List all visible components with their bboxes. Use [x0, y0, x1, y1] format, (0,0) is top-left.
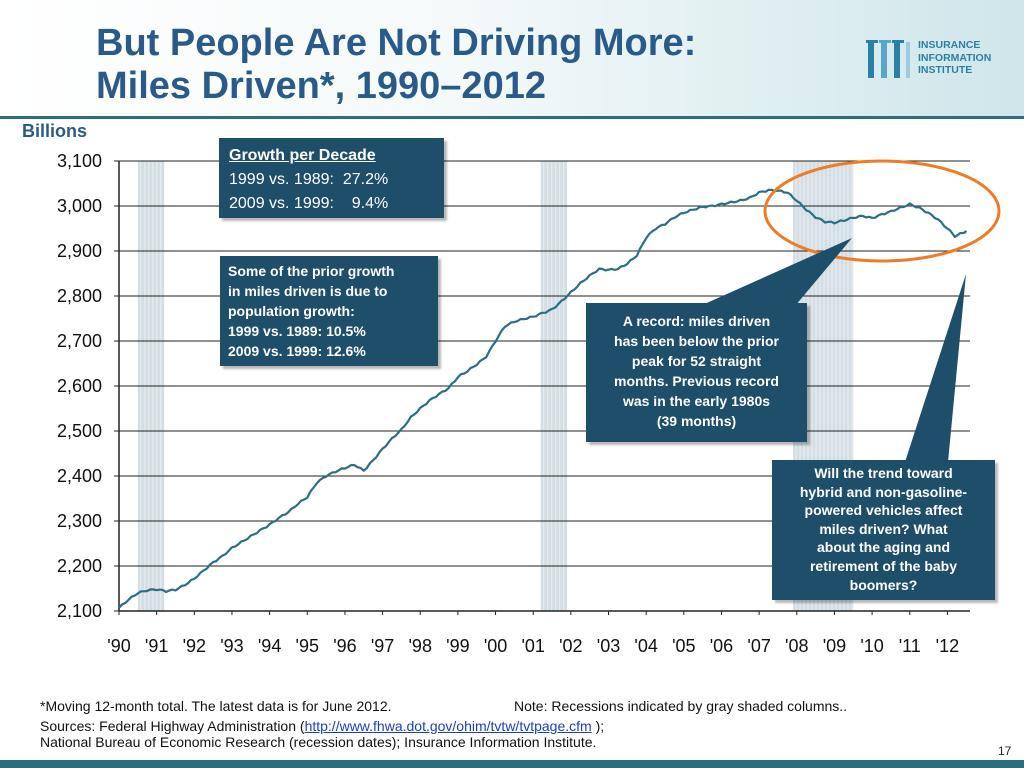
sources-footnote: Sources: Federal Highway Administration …: [40, 718, 604, 750]
growth-row-1989: 1999 vs. 1989: 27.2%: [229, 171, 389, 188]
x-tick-label: '05: [672, 636, 695, 656]
series-line: [118, 188, 968, 609]
title-line-2: Miles Driven*, 1990–2012: [96, 65, 546, 107]
x-tick-label: '92: [183, 636, 206, 656]
record-callout: A record: miles driven has been below th…: [586, 303, 807, 442]
record-callout-pointer: [700, 238, 852, 306]
header-divider: [0, 116, 1024, 119]
x-tick-label: '04: [634, 636, 657, 656]
x-tick-label: '91: [145, 636, 168, 656]
growth-per-decade-callout: Growth per Decade 1999 vs. 1989: 27.2% 2…: [219, 138, 444, 218]
callout-line: miles driven? What: [819, 520, 948, 537]
callout-line: powered vehicles affect: [804, 502, 963, 519]
footer-bar: [0, 760, 1024, 768]
logo-line-2: INFORMATION: [918, 51, 992, 64]
y-tick-label: 2,700: [57, 331, 102, 351]
growth-heading: Growth per Decade: [229, 147, 376, 164]
callout-line: has been below the prior: [614, 333, 779, 349]
highlight-ellipse: [763, 159, 1001, 263]
x-tick-label: '03: [597, 636, 620, 656]
callout-line: Some of the prior growth: [228, 263, 395, 279]
x-tick-label: '10: [860, 636, 883, 656]
callout-line: 2009 vs. 1999: 12.6%: [228, 343, 366, 359]
iii-logo-icon: [866, 40, 910, 78]
footnote-recessions: Note: Recessions indicated by gray shade…: [514, 698, 848, 714]
x-tick-label: '06: [710, 636, 733, 656]
x-tick-label: '01: [521, 636, 544, 656]
x-tick-label: '07: [747, 636, 770, 656]
x-tick-label: '08: [785, 636, 808, 656]
trend-callout-pointer: [905, 274, 966, 462]
population-growth-callout: Some of the prior growth in miles driven…: [220, 256, 438, 366]
sources-line-2: National Bureau of Economic Research (re…: [40, 734, 597, 750]
sources-suffix: );: [591, 718, 605, 734]
title-line-1: But People Are Not Driving More:: [96, 22, 697, 64]
fhwa-link[interactable]: http://www.fhwa.dot.gov/ohim/tvtw/tvtpag…: [304, 718, 592, 734]
x-tick-label: '00: [484, 636, 507, 656]
logo-line-1: INSURANCE: [918, 39, 981, 51]
growth-row-1999: 2009 vs. 1999: 9.4%: [229, 195, 389, 212]
callout-line: population growth:: [228, 303, 355, 319]
y-axis-units-label: Billions: [22, 121, 88, 141]
callout-line: 1999 vs. 1989: 10.5%: [228, 323, 366, 339]
x-tick-label: '12: [936, 636, 959, 656]
y-tick-label: 2,400: [57, 466, 102, 486]
callout-line: months. Previous record: [614, 373, 779, 389]
callout-line: peak for 52 straight: [631, 353, 762, 369]
callout-line: (39 months): [656, 413, 737, 429]
trend-question-callout: Will the trend toward hybrid and non-gas…: [772, 460, 995, 600]
y-tick-label: 2,300: [57, 511, 102, 531]
x-tick-label: '99: [446, 636, 469, 656]
logo-line-3: INSTITUTE: [918, 64, 973, 76]
callout-line: hybrid and non-gasoline-: [799, 483, 968, 500]
x-tick-label: '98: [409, 636, 432, 656]
y-tick-label: 2,600: [57, 376, 102, 396]
x-tick-label: '94: [258, 636, 281, 656]
callout-line: about the aging and: [817, 539, 950, 556]
footnote-moving-total: *Moving 12-month total. The latest data …: [40, 698, 392, 714]
page-number: 17: [998, 744, 1012, 758]
x-tick-label: '11: [899, 636, 921, 656]
x-tick-label: '96: [333, 636, 356, 656]
x-tick-label: '02: [559, 636, 582, 656]
y-tick-label: 2,800: [57, 286, 102, 306]
x-tick-label: '93: [220, 636, 243, 656]
x-tick-label: '97: [371, 636, 394, 656]
y-tick-label: 3,000: [57, 196, 102, 216]
logo-wordmark: INSURANCE INFORMATION INSTITUTE: [918, 39, 991, 77]
x-tick-label: '95: [296, 636, 319, 656]
y-tick-label: 2,100: [57, 601, 102, 621]
callout-line: in miles driven is due to: [228, 283, 388, 299]
y-tick-label: 2,200: [57, 556, 102, 576]
callout-line: retirement of the baby: [809, 557, 958, 574]
callout-line: boomers?: [849, 576, 918, 593]
callout-line: A record: miles driven: [622, 313, 771, 329]
header-band: [0, 0, 1024, 118]
y-tick-label: 2,500: [57, 421, 102, 441]
sources-prefix: Sources: Federal Highway Administration …: [40, 718, 305, 734]
callout-line: was in the early 1980s: [622, 393, 771, 409]
miles-driven-chart: 3,100 3,000 2,900 2,800 2,700 2,600 2,500 2,400…: [57, 151, 1001, 656]
x-tick-label: '09: [823, 636, 846, 656]
y-tick-label: 3,100: [57, 151, 102, 171]
x-tick-label: '90: [107, 636, 130, 656]
page-title: But People Are Not Driving More: Miles D…: [96, 22, 696, 108]
y-tick-label: 2,900: [57, 241, 102, 261]
callout-line: Will the trend toward: [814, 465, 953, 481]
